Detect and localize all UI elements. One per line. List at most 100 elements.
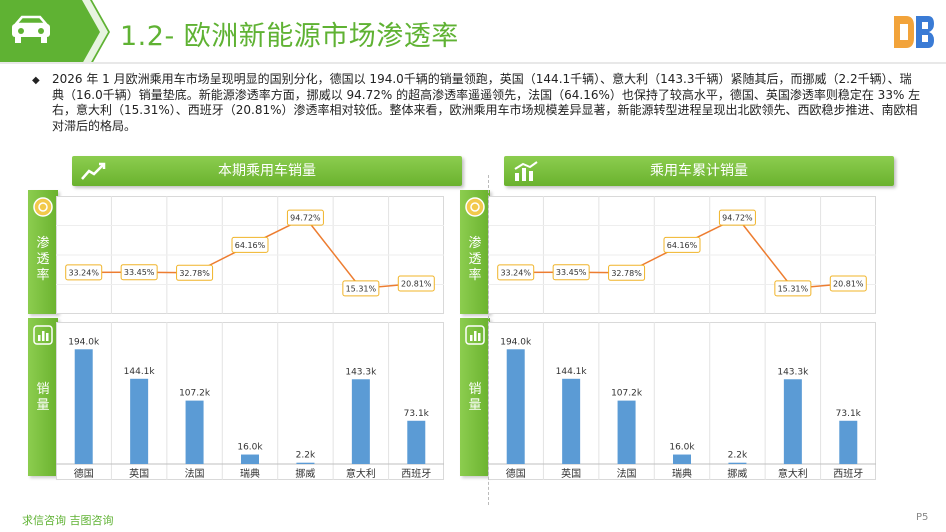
category-tick-label: 德国 [506,467,526,480]
category-tick-label: 挪威 [295,467,315,480]
svg-text:94.72%: 94.72% [290,214,321,223]
category-tick-label: 法国 [185,467,205,480]
sales-data-label: 194.0k [68,337,100,347]
intro-text: 2026 年 1 月欧洲乘用车市场呈现明显的国别分化，德国以 194.0千辆的销… [52,72,921,133]
target-icon [465,197,485,217]
sales-bar [728,462,747,464]
page-number: P5 [916,512,929,523]
sales-bar [351,379,370,464]
target-icon [33,197,53,217]
sales-bar [296,462,315,464]
chart-panel-cumulative: 乘用车累计销量渗 透 率销 量 33.24% 33.45% 32.78% 64.16% 9… [460,156,904,480]
sales-bar [783,379,802,464]
penetration-data-label: 94.72% [286,209,324,226]
side-label-text: 渗 透 率 [36,236,50,283]
car-icon [12,15,50,43]
sales-bar [74,349,93,464]
category-tick-label: 挪威 [727,467,747,480]
penetration-data-label: 33.45% [552,264,590,281]
svg-text:64.16%: 64.16% [667,241,698,250]
penetration-data-label: 15.31% [774,280,812,297]
header-divider [0,62,946,64]
sales-data-label: 194.0k [500,337,532,347]
sales-data-label: 73.1k [404,409,430,419]
side-label-sales: 销 量 [28,318,58,476]
svg-text:33.45%: 33.45% [124,268,155,277]
sales-bar [506,349,525,464]
sales-bar [673,454,691,464]
sales-bar-chart: 194.0k 德国 144.1k 英国 107.2k 法国 16.0k 瑞典 2.2k 挪威 143… [488,322,876,480]
side-label-penetration: 渗 透 率 [460,190,490,314]
sales-data-label: 2.2k [296,451,316,461]
penetration-data-label: 32.78% [176,264,214,281]
penetration-data-label: 15.31% [342,280,380,297]
svg-text:15.31%: 15.31% [346,284,377,293]
svg-text:32.78%: 32.78% [611,269,642,278]
page-title: 1.2- 欧洲新能源市场渗透率 [120,21,459,52]
svg-text:64.16%: 64.16% [235,241,266,250]
panel-header: 乘用车累计销量 [504,156,894,186]
sales-bar [185,400,204,464]
svg-text:33.24%: 33.24% [500,268,531,277]
penetration-line-chart: 33.24% 33.45% 32.78% 64.16% 94.72% 15.31% 20.8… [56,196,444,314]
side-label-text: 销 量 [468,382,482,413]
penetration-line-chart: 33.24% 33.45% 32.78% 64.16% 94.72% 15.31% 20.8… [488,196,876,314]
bar-chart-icon [514,161,538,181]
footer-source: 求信咨询 吉图咨询 [22,514,114,527]
category-tick-label: 英国 [129,467,149,480]
trend-line-icon [81,162,106,180]
sales-bar [407,420,426,464]
svg-text:20.81%: 20.81% [833,279,864,288]
svg-text:33.24%: 33.24% [68,268,99,277]
penetration-data-label: 20.81% [397,275,435,292]
category-tick-label: 法国 [617,467,637,480]
side-label-text: 渗 透 率 [468,236,482,283]
penetration-data-label: 33.24% [65,264,103,281]
side-label-text: 销 量 [36,382,50,413]
category-tick-label: 德国 [74,467,94,480]
sales-data-label: 144.1k [124,367,156,377]
sales-bar [130,378,149,464]
svg-text:94.72%: 94.72% [722,214,753,223]
bar-chart-icon [33,325,53,345]
side-label-sales: 销 量 [460,318,490,476]
penetration-data-label: 94.72% [718,209,756,226]
category-tick-label: 意大利 [346,467,376,480]
svg-text:32.78%: 32.78% [179,269,210,278]
penetration-data-label: 64.16% [663,236,701,253]
sales-data-label: 144.1k [556,367,588,377]
svg-text:33.45%: 33.45% [556,268,587,277]
sales-data-label: 107.2k [611,389,643,399]
sales-data-label: 107.2k [179,389,211,399]
brand-logo [894,16,934,48]
panel-divider [488,175,489,505]
sales-bar [839,420,858,464]
chart-panel-current: 本期乘用车销量渗 透 率销 量 33.24% 33.45% 32.78% 64.16% 9… [28,156,472,480]
penetration-data-label: 32.78% [608,264,646,281]
sales-data-label: 16.0k [237,443,263,453]
svg-text:15.31%: 15.31% [778,284,809,293]
sales-data-label: 143.3k [777,367,809,377]
category-tick-label: 西班牙 [401,468,431,480]
penetration-data-label: 64.16% [231,236,269,253]
sales-data-label: 16.0k [669,443,695,453]
header: 1.2- 欧洲新能源市场渗透率 [0,0,946,64]
sales-bar [562,378,581,464]
penetration-data-label: 33.45% [120,264,158,281]
category-tick-label: 西班牙 [833,468,863,480]
category-tick-label: 瑞典 [672,467,692,480]
sales-bar-chart: 194.0k 德国 144.1k 英国 107.2k 法国 16.0k 瑞典 2.2k 挪威 143… [56,322,444,480]
panel-header: 本期乘用车销量 [72,156,462,186]
bar-chart-icon [465,325,485,345]
category-tick-label: 瑞典 [240,467,260,480]
sales-data-label: 73.1k [836,409,862,419]
category-tick-label: 意大利 [778,467,808,480]
sales-bar [241,454,259,464]
sales-bar [617,400,636,464]
sales-data-label: 2.2k [728,451,748,461]
side-label-penetration: 渗 透 率 [28,190,58,314]
panel-title: 本期乘用车销量 [218,163,316,179]
penetration-data-label: 20.81% [829,275,867,292]
intro-paragraph: ◆ 2026 年 1 月欧洲乘用车市场呈现明显的国别分化，德国以 194.0千辆… [32,72,922,134]
panel-title: 乘用车累计销量 [650,163,748,179]
